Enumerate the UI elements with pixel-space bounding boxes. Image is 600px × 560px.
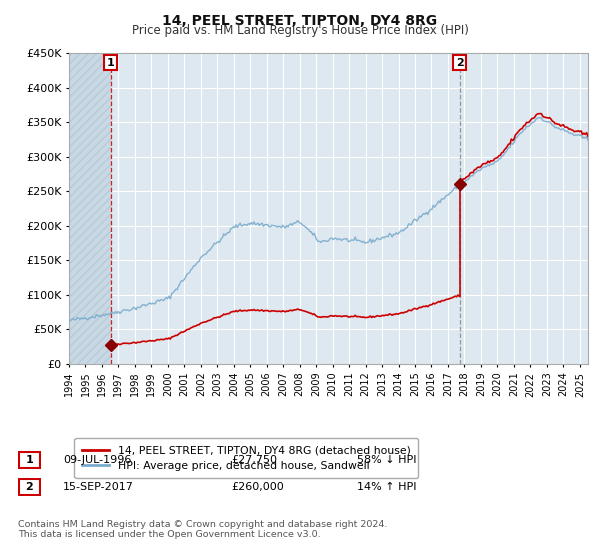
Text: £27,750: £27,750 [231,455,277,465]
Legend: 14, PEEL STREET, TIPTON, DY4 8RG (detached house), HPI: Average price, detached : 14, PEEL STREET, TIPTON, DY4 8RG (detach… [74,438,418,478]
Bar [69,53,110,364]
Text: Contains HM Land Registry data © Crown copyright and database right 2024.
This d: Contains HM Land Registry data © Crown c… [18,520,388,539]
Text: 2: 2 [456,58,464,68]
Text: £260,000: £260,000 [231,482,284,492]
Text: 14, PEEL STREET, TIPTON, DY4 8RG: 14, PEEL STREET, TIPTON, DY4 8RG [163,14,437,28]
Text: 2: 2 [26,482,33,492]
Bar [69,53,110,364]
Text: 1: 1 [26,455,33,465]
Text: Price paid vs. HM Land Registry's House Price Index (HPI): Price paid vs. HM Land Registry's House … [131,24,469,37]
Text: 09-JUL-1996: 09-JUL-1996 [63,455,131,465]
Text: 15-SEP-2017: 15-SEP-2017 [63,482,134,492]
Text: 1: 1 [107,58,115,68]
Text: 58% ↓ HPI: 58% ↓ HPI [357,455,416,465]
Text: 14% ↑ HPI: 14% ↑ HPI [357,482,416,492]
